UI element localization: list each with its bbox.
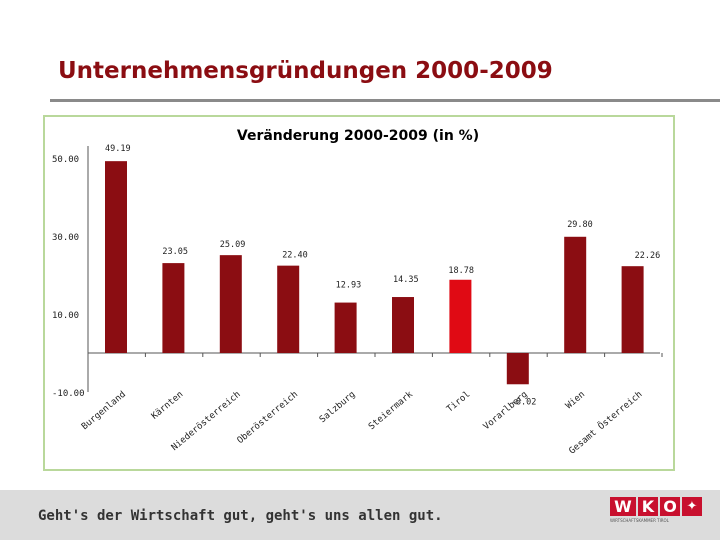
title-divider xyxy=(50,99,720,102)
bar-vorarlberg xyxy=(506,353,529,385)
value-labels: 49.19 23.05 25.09 22.40 12.93 14.35 18.78 -8.02… xyxy=(105,144,660,407)
logo-letter-w: W xyxy=(610,497,636,516)
y-axis-ticks: 50.00 30.00 10.00 -10.00 xyxy=(52,155,85,399)
logo-letter-o: O xyxy=(660,497,680,516)
category-labels: Burgenland KärntenNiederösterreichOberöst… xyxy=(80,389,645,457)
value-label: 29.80 xyxy=(567,220,593,230)
chart-frame xyxy=(43,115,675,471)
category-label: Wien xyxy=(564,390,587,412)
category-label: Tirol xyxy=(445,390,472,415)
bar-burgenland xyxy=(105,161,127,353)
bar-niederösterreich xyxy=(219,255,242,353)
value-label: 22.40 xyxy=(282,251,308,261)
category-label: Kärnten xyxy=(150,390,185,422)
value-label: 49.19 xyxy=(105,144,131,154)
bar-tirol xyxy=(449,279,472,353)
bar-steiermark xyxy=(392,297,414,353)
slide-title: Unternehmensgründungen 2000-2009 xyxy=(58,58,553,84)
footer-bar xyxy=(0,490,720,540)
bar-oberösterreich xyxy=(277,265,300,353)
bar-gesamt-österreich xyxy=(621,266,644,353)
category-label: Burgenland xyxy=(80,390,128,432)
y-tick-label: -10.00 xyxy=(52,389,85,399)
value-label: 12.93 xyxy=(336,281,362,291)
chart-title: Veränderung 2000-2009 (in %) xyxy=(237,128,479,144)
category-label: Vorarlberg xyxy=(482,390,530,432)
value-label: 23.05 xyxy=(162,247,188,257)
value-label: 14.35 xyxy=(393,275,419,285)
value-label: 22.26 xyxy=(635,251,661,261)
eagle-icon: ✦ xyxy=(682,497,702,516)
bar-salzburg xyxy=(334,302,357,353)
y-tick-label: 10.00 xyxy=(52,311,79,321)
logo-letter-k: K xyxy=(638,497,658,516)
y-tick-label: 50.00 xyxy=(52,155,79,165)
value-label: 25.09 xyxy=(220,240,246,250)
category-label: Oberösterreich xyxy=(236,390,301,446)
category-label: Steiermark xyxy=(367,389,415,432)
logo-caption: WIRTSCHAFTSKAMMER TIROL xyxy=(610,518,669,523)
bar-kärnten xyxy=(162,263,185,353)
category-label: Salzburg xyxy=(318,390,358,426)
value-label: 18.78 xyxy=(448,266,474,276)
bars xyxy=(105,161,644,385)
footer-slogan: Geht's der Wirtschaft gut, geht's uns al… xyxy=(38,508,443,524)
value-label: -8.02 xyxy=(511,397,537,407)
y-tick-label: 30.00 xyxy=(52,233,79,243)
wko-logo: W K O ✦ WIRTSCHAFTSKAMMER TIROL xyxy=(610,497,702,525)
bar-wien xyxy=(564,236,587,353)
